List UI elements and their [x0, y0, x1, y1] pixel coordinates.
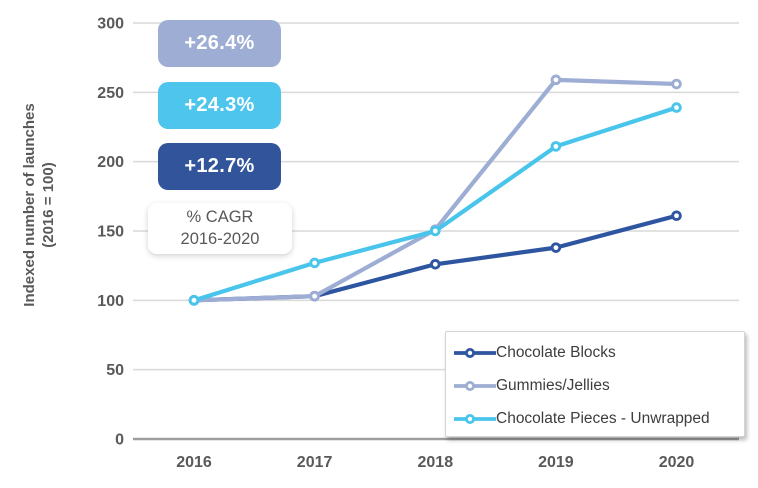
x-tick-label: 2017 — [297, 454, 333, 471]
data-point-marker-center — [674, 105, 679, 110]
y-tick-label: 250 — [97, 85, 124, 102]
x-tick-label: 2019 — [538, 454, 574, 471]
y-tick-label: 0 — [115, 432, 124, 449]
cagr-badge-gummies-jellies: +26.4% — [158, 20, 281, 67]
data-point-marker-center — [432, 228, 438, 234]
y-tick-label: 100 — [97, 293, 124, 310]
legend: Chocolate Blocks Gummies/Jellies Chocolate… — [445, 331, 745, 437]
legend-item: Gummies/Jellies — [454, 370, 744, 402]
x-tick-label: 2016 — [176, 454, 212, 471]
cagr-note-line2: 2016-2020 — [180, 229, 260, 248]
y-tick-label: 50 — [106, 362, 124, 379]
data-point-marker-center — [432, 261, 438, 267]
data-point-marker-center — [191, 297, 197, 303]
cagr-note: % CAGR 2016-2020 — [148, 203, 292, 254]
cagr-note-line1: % CAGR — [186, 208, 254, 227]
data-point-marker-center — [553, 144, 559, 149]
x-tick-label: 2020 — [659, 454, 695, 471]
legend-line-marker-icon — [454, 348, 496, 358]
y-tick-label: 300 — [97, 16, 124, 33]
data-point-marker-center — [674, 213, 679, 219]
cagr-badge-chocolate-blocks: +12.7% — [158, 143, 281, 190]
data-point-marker-center — [312, 260, 317, 266]
legend-item: Chocolate Pieces - Unwrapped — [454, 403, 744, 435]
data-point-marker-center — [553, 77, 559, 83]
legend-item: Chocolate Blocks — [454, 337, 744, 369]
data-point-marker-center — [553, 245, 559, 251]
x-tick-label: 2018 — [418, 454, 454, 471]
cagr-badge-chocolate-pieces: +24.3% — [158, 82, 281, 129]
data-point-marker-center — [674, 81, 679, 87]
legend-line-marker-icon — [454, 381, 496, 391]
legend-label: Chocolate Pieces - Unwrapped — [496, 410, 710, 427]
y-tick-label: 150 — [97, 224, 124, 241]
legend-label: Chocolate Blocks — [496, 344, 616, 361]
data-point-marker-center — [312, 293, 317, 299]
y-tick-label: 200 — [97, 154, 124, 171]
legend-label: Gummies/Jellies — [496, 377, 610, 394]
legend-line-marker-icon — [454, 414, 496, 424]
